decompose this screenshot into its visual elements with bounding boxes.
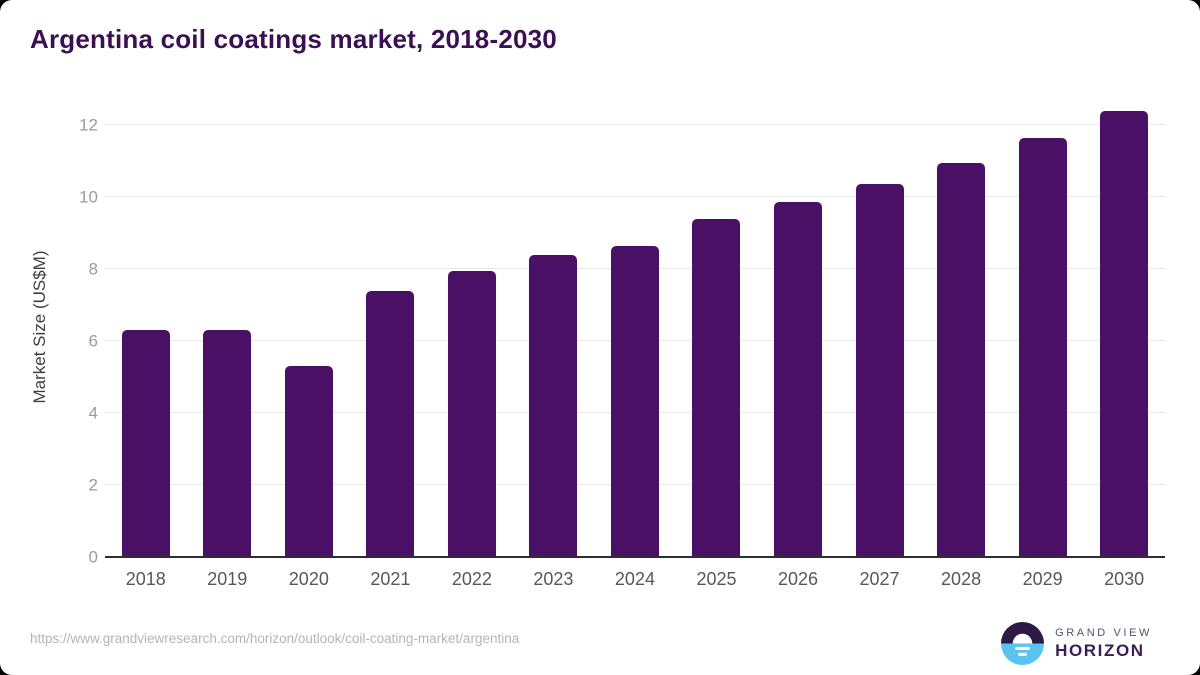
bar-slot-2022: 2022 <box>431 97 513 589</box>
chart-title: Argentina coil coatings market, 2018-203… <box>30 24 557 54</box>
bar-2019 <box>203 330 252 557</box>
x-tick-label-2030: 2030 <box>1104 569 1145 589</box>
bar-2029 <box>1018 137 1067 557</box>
x-tick-label-2026: 2026 <box>777 569 819 589</box>
x-tick-label-2019: 2019 <box>207 569 248 589</box>
x-tick-label-2018: 2018 <box>125 569 166 589</box>
bar-2025 <box>692 218 741 557</box>
bar-slot-2019: 2019 <box>187 97 269 589</box>
x-tick-label-2023: 2023 <box>533 569 574 589</box>
x-tick-label-2022: 2022 <box>451 569 492 589</box>
bar-slot-2020: 2020 <box>268 97 350 589</box>
y-axis-ticks: 0 2 4 6 8 10 12 <box>0 97 98 566</box>
bar-slot-2026: 2026 <box>757 97 839 589</box>
bar-slot-2030: 2030 <box>1083 97 1165 589</box>
x-tick-label-2027: 2027 <box>859 569 900 589</box>
x-tick-label-2020: 2020 <box>288 569 329 589</box>
y-tick-label-10: 10 <box>79 187 98 207</box>
logo-brand-bottom: HORIZON <box>1055 640 1145 660</box>
bar-2018 <box>121 330 170 557</box>
source-url: https://www.grandviewresearch.com/horizo… <box>30 631 520 646</box>
gridline-10 <box>105 196 1165 197</box>
bar-2027 <box>855 184 904 557</box>
x-tick-label-2028: 2028 <box>941 569 982 589</box>
bars-container: 2018 2019 2020 2021 2022 2023 2024 2025 2026 2027… <box>105 97 1165 589</box>
x-tick-label-2024: 2024 <box>614 569 655 589</box>
bar-slot-2025: 2025 <box>676 97 758 589</box>
y-tick-label-4: 4 <box>88 403 98 423</box>
x-axis-line <box>105 556 1165 558</box>
grandview-horizon-logo: GRAND VIEW HORIZON <box>1000 621 1152 666</box>
bar-slot-2029: 2029 <box>1002 97 1084 589</box>
bar-2028 <box>937 162 986 557</box>
x-tick-label-2021: 2021 <box>370 569 411 589</box>
bar-slot-2021: 2021 <box>350 97 432 589</box>
y-tick-label-2: 2 <box>88 475 98 495</box>
bar-slot-2028: 2028 <box>920 97 1002 589</box>
bar-2026 <box>774 202 823 557</box>
bar-2022 <box>447 270 496 557</box>
bar-2030 <box>1100 110 1149 557</box>
horizon-logo-icon <box>1001 621 1045 666</box>
bar-2023 <box>529 254 578 557</box>
y-tick-label-6: 6 <box>88 331 98 351</box>
bar-slot-2027: 2027 <box>839 97 921 589</box>
logo-text: GRAND VIEW HORIZON <box>1055 627 1152 661</box>
bar-2021 <box>366 290 415 557</box>
logo-brand-top: GRAND VIEW <box>1055 626 1152 639</box>
y-tick-label-8: 8 <box>88 259 98 279</box>
bar-slot-2024: 2024 <box>594 97 676 589</box>
x-tick-label-2029: 2029 <box>1022 569 1063 589</box>
bar-2020 <box>284 366 333 557</box>
gridline-12 <box>105 124 1165 125</box>
plot-area: 2018 2019 2020 2021 2022 2023 2024 2025 2026 2027… <box>105 97 1165 589</box>
x-tick-label-2025: 2025 <box>696 569 737 589</box>
y-tick-label-12: 12 <box>79 115 98 135</box>
bar-slot-2018: 2018 <box>105 97 187 589</box>
y-tick-label-0: 0 <box>88 547 98 567</box>
bar-slot-2023: 2023 <box>513 97 595 589</box>
bar-2024 <box>610 245 659 557</box>
